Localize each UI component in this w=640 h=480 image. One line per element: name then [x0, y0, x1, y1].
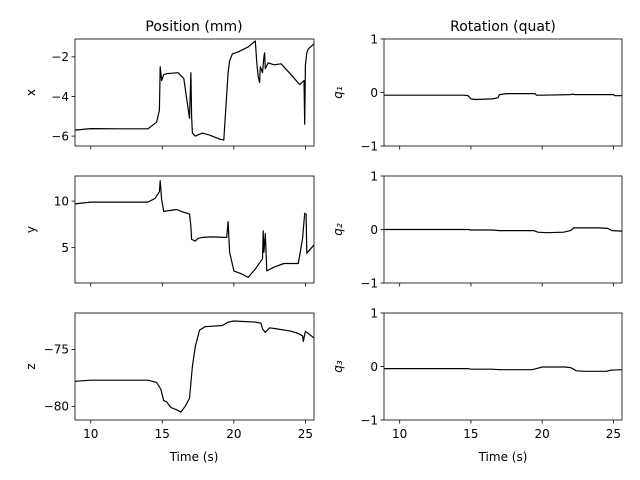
y-tick-label-z: −80 — [44, 400, 69, 414]
series-line-q3 — [384, 366, 622, 372]
y-axis-label-y: y — [24, 226, 38, 233]
rotation-column-title: Rotation (quat) — [450, 19, 556, 35]
x-tick-label-z: 15 — [155, 427, 170, 441]
series-line-y — [75, 180, 314, 278]
axes-frame-q3 — [383, 312, 623, 421]
position-column-title: Position (mm) — [145, 19, 242, 35]
y-tick-label-q3: 0 — [370, 360, 378, 374]
series-line-q1 — [384, 92, 622, 101]
axes-frame-z — [74, 312, 315, 421]
x-tick-label-q3: 15 — [463, 427, 478, 441]
y-tick-label-q2: 1 — [370, 169, 378, 183]
y-tick-label-y: 5 — [61, 241, 69, 255]
y-tick-label-q1: −1 — [360, 139, 378, 153]
y-tick-label-q2: −1 — [360, 276, 378, 290]
panel-q1: −1 0 1 q₁ — [331, 32, 623, 153]
x-tick-label-q3: 20 — [535, 427, 550, 441]
x-tick-label-z: 25 — [298, 427, 313, 441]
y-axis-label-z: z — [24, 363, 38, 369]
axes-frame-q1 — [383, 38, 623, 147]
y-axis-label-q2: q₂ — [331, 223, 345, 236]
panel-x: −6 −4 −2 x — [24, 38, 315, 150]
y-tick-label-q2: 0 — [370, 223, 378, 237]
y-tick-label-x: −6 — [51, 129, 69, 143]
y-tick-label-q3: −1 — [360, 413, 378, 427]
axes-frame-y — [74, 175, 315, 284]
series-line-q2 — [384, 227, 622, 234]
x-axis-label-left: Time (s) — [169, 450, 219, 464]
y-tick-label-y: 10 — [54, 194, 69, 208]
y-tick-label-x: −4 — [51, 90, 69, 104]
y-axis-label-q3: q₃ — [331, 360, 345, 373]
x-tick-label-z: 20 — [226, 427, 241, 441]
axes-frame-x — [74, 38, 315, 147]
y-tick-label-q1: 1 — [370, 32, 378, 46]
y-tick-label-z: −75 — [44, 343, 69, 357]
panel-z: −80 −75 10 15 20 25 z — [24, 312, 315, 441]
y-tick-label-q1: 0 — [370, 86, 378, 100]
y-tick-label-q3: 1 — [370, 306, 378, 320]
panel-q2: −1 0 1 q₂ — [331, 169, 623, 290]
x-tick-label-q3: 25 — [606, 427, 621, 441]
series-line-x — [75, 40, 314, 141]
x-tick-label-z: 10 — [83, 427, 98, 441]
x-axis-label-right: Time (s) — [478, 450, 528, 464]
panel-y: 5 10 y — [24, 175, 315, 287]
y-axis-label-x: x — [24, 89, 38, 96]
panel-q3: −1 0 1 10 15 20 25 q₃ — [331, 306, 623, 441]
axes-frame-q2 — [383, 175, 623, 284]
y-axis-label-q1: q₁ — [331, 86, 345, 99]
y-tick-label-x: −2 — [51, 50, 69, 64]
series-line-z — [75, 320, 314, 413]
x-tick-label-q3: 10 — [392, 427, 407, 441]
